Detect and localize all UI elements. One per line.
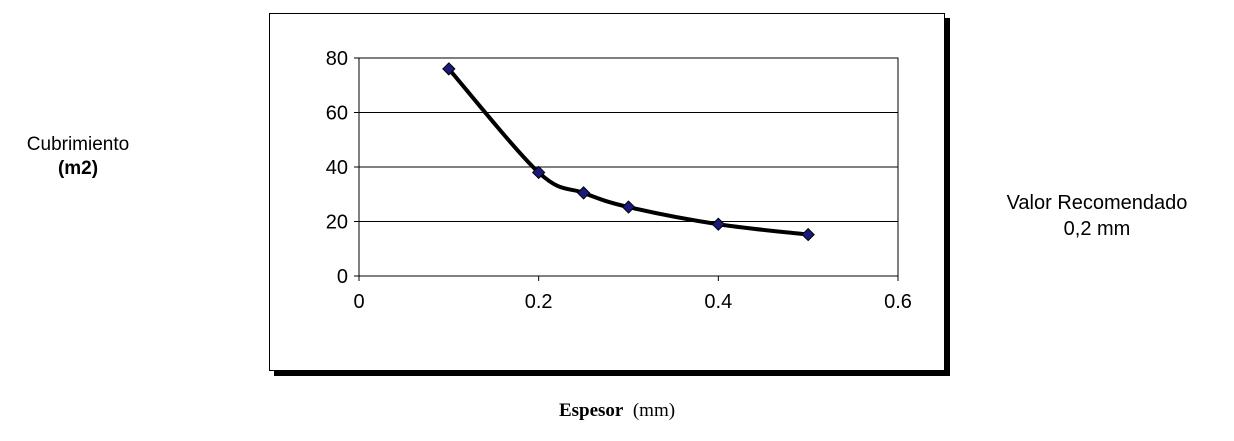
- y-axis-label-unit: (m2): [57, 158, 99, 179]
- note-line-2: 0,2 mm: [1063, 218, 1131, 240]
- trend-curve: [446, 66, 811, 237]
- data-point-1: [531, 165, 546, 180]
- grid-lines: [359, 112, 898, 222]
- note-line-1: Valor Recomendado: [1006, 192, 1188, 214]
- y-tick-label-1: 20: [326, 212, 348, 234]
- x-tick-label-2: 0.4: [704, 291, 732, 313]
- x-tick-label-1: 0.2: [525, 291, 553, 313]
- x-axis-label-unit: (mm): [632, 400, 676, 421]
- y-tick-label-2: 40: [326, 157, 348, 179]
- data-points: [442, 62, 815, 242]
- y-tick-label-0: 0: [337, 266, 348, 288]
- data-point-3: [621, 200, 636, 214]
- recommended-value-note: Valor Recomendado 0,2 mm: [960, 190, 1234, 242]
- data-point-5: [801, 227, 815, 242]
- axis-ticks: 0 20 40 60 80 0 0.2 0.4 0.6: [326, 48, 912, 313]
- x-axis-label: Espesor (mm): [517, 400, 717, 422]
- y-axis-label-text: Cubrimiento: [26, 134, 130, 155]
- data-point-4: [711, 217, 726, 231]
- y-tick-label-3: 60: [326, 103, 348, 125]
- y-tick-label-4: 80: [326, 48, 348, 70]
- data-point-2: [576, 186, 591, 200]
- x-tick-label-0: 0: [353, 291, 364, 313]
- x-axis-label-text: Espesor: [558, 400, 624, 421]
- data-point-0: [442, 62, 456, 76]
- chart-frame: [269, 13, 945, 371]
- x-tick-label-3: 0.6: [884, 291, 912, 313]
- y-axis-label: Cubrimiento (m2): [0, 133, 156, 181]
